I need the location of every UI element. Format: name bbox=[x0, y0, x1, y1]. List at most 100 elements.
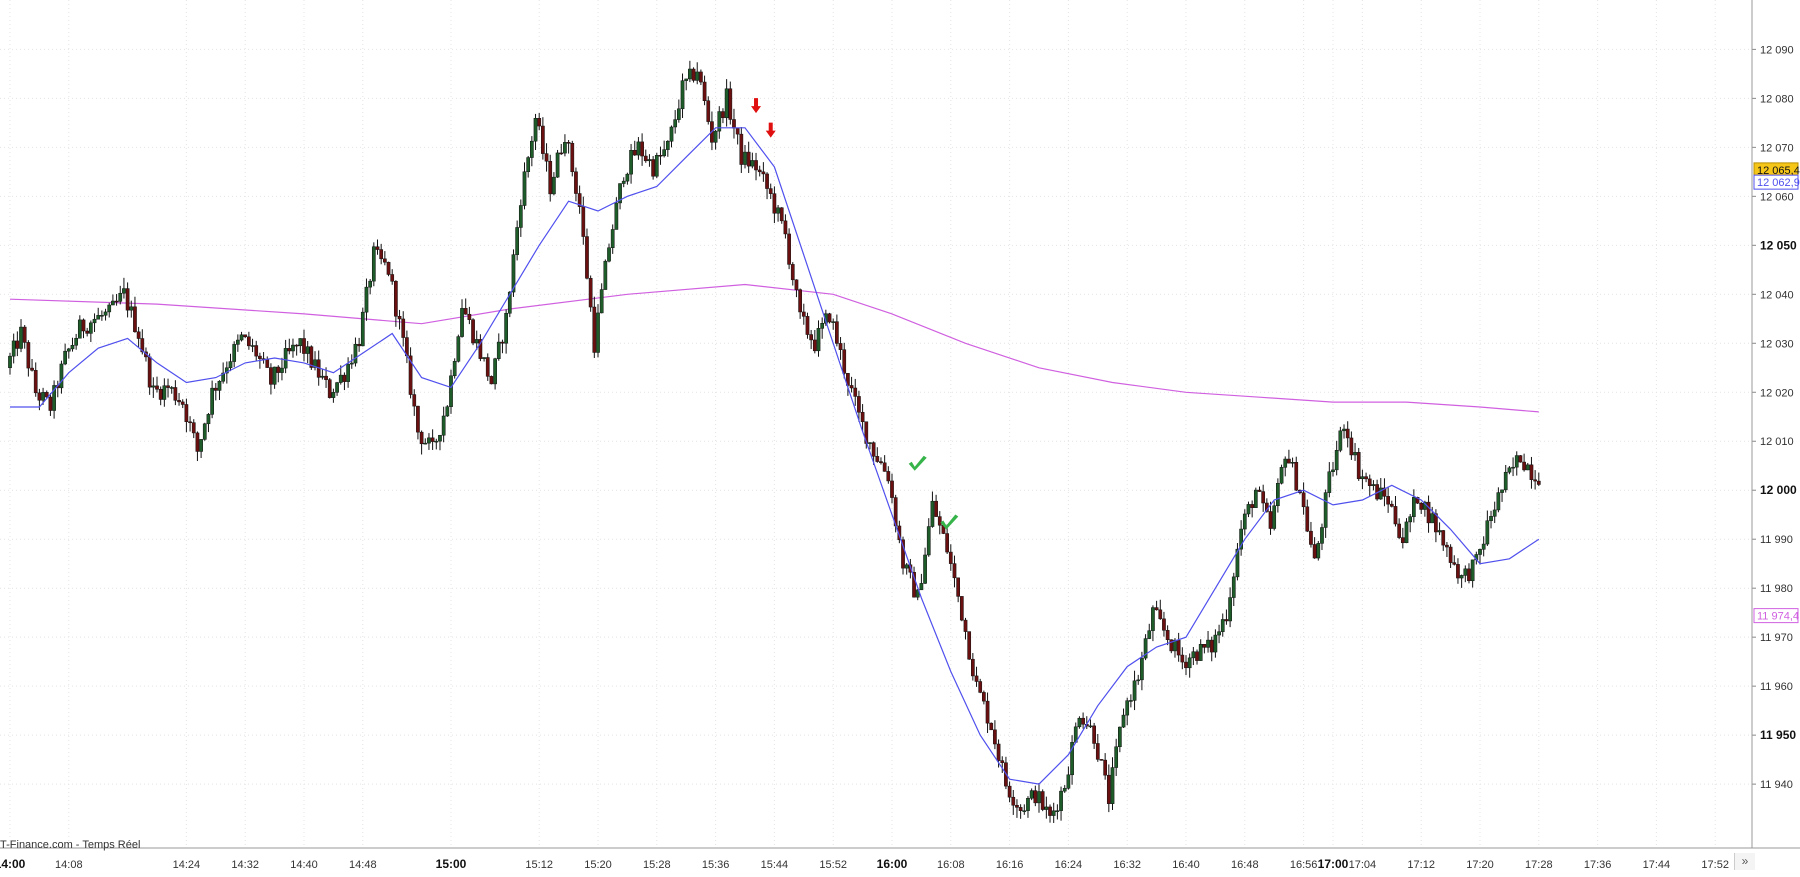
candle-body bbox=[1353, 452, 1357, 456]
candle bbox=[1400, 527, 1405, 549]
candle bbox=[1389, 500, 1394, 508]
candle-body bbox=[272, 366, 277, 385]
candle bbox=[761, 162, 766, 182]
candle bbox=[831, 318, 836, 330]
candle bbox=[180, 399, 185, 409]
candle-body bbox=[155, 385, 159, 390]
candle-body bbox=[147, 356, 152, 388]
y-tick-label: 11 950 bbox=[1760, 728, 1796, 742]
candle-body bbox=[1393, 506, 1398, 525]
candle bbox=[1029, 788, 1034, 801]
candle-body bbox=[1426, 501, 1431, 524]
candle bbox=[570, 140, 575, 177]
price-tag-box bbox=[1753, 174, 1799, 190]
candle bbox=[768, 183, 773, 199]
candle bbox=[945, 524, 949, 555]
candle-body bbox=[456, 336, 461, 362]
candle bbox=[195, 431, 200, 462]
y-tick-label: 11 970 bbox=[1760, 632, 1793, 644]
candle bbox=[640, 133, 644, 166]
candle-body bbox=[1015, 805, 1019, 808]
candle-body bbox=[357, 343, 361, 347]
candle bbox=[111, 294, 115, 306]
candle bbox=[77, 315, 82, 339]
candle bbox=[276, 365, 281, 383]
candle bbox=[1209, 636, 1214, 662]
candle bbox=[247, 331, 251, 350]
candle bbox=[1507, 466, 1512, 475]
candle bbox=[1121, 708, 1126, 728]
candle bbox=[1522, 453, 1526, 472]
price-tag-label: 11 974,4 bbox=[1757, 611, 1799, 623]
candle-body bbox=[643, 155, 648, 162]
candle bbox=[1158, 599, 1163, 620]
candle bbox=[19, 319, 23, 353]
candle bbox=[89, 320, 93, 343]
candle bbox=[1235, 543, 1240, 581]
candle bbox=[342, 372, 347, 391]
candle bbox=[1022, 804, 1027, 815]
candle bbox=[1198, 639, 1203, 661]
candle bbox=[930, 491, 935, 528]
candle bbox=[706, 96, 711, 125]
candle bbox=[1239, 520, 1243, 556]
candle-body bbox=[298, 338, 303, 347]
candle bbox=[555, 149, 560, 178]
x-tick-label: 16:48 bbox=[1231, 859, 1259, 871]
candle-body bbox=[1503, 471, 1508, 491]
candle-body bbox=[364, 286, 369, 313]
candle-body bbox=[1412, 497, 1416, 517]
candle bbox=[1305, 499, 1310, 533]
x-tick-label: 15:12 bbox=[525, 859, 553, 871]
candle bbox=[1345, 421, 1350, 448]
candle bbox=[647, 154, 652, 167]
candle-body bbox=[1044, 806, 1049, 810]
candle-body bbox=[107, 304, 112, 313]
y-tick-label: 12 090 bbox=[1760, 44, 1794, 56]
candle bbox=[48, 392, 53, 416]
candle bbox=[1342, 424, 1346, 439]
candle bbox=[599, 283, 604, 314]
candle bbox=[1257, 486, 1262, 492]
candle bbox=[665, 140, 670, 157]
candle-body bbox=[59, 363, 64, 389]
candle-body bbox=[959, 596, 964, 621]
x-tick-label: 17:12 bbox=[1407, 859, 1435, 871]
candle-body bbox=[504, 312, 508, 344]
candle bbox=[302, 329, 306, 362]
candle bbox=[1165, 625, 1170, 646]
candle-body bbox=[952, 563, 957, 579]
candle-body bbox=[1459, 575, 1464, 579]
candle-body bbox=[1184, 661, 1188, 669]
candle bbox=[886, 466, 891, 484]
candle-body bbox=[1235, 548, 1240, 578]
candle bbox=[474, 330, 479, 351]
candle bbox=[96, 307, 101, 320]
scroll-right-button[interactable]: » bbox=[1734, 853, 1755, 870]
candle-body bbox=[1007, 785, 1012, 798]
candle bbox=[327, 378, 332, 399]
candle-body bbox=[324, 375, 328, 380]
candle bbox=[15, 331, 20, 357]
y-tick-label: 12 000 bbox=[1760, 483, 1797, 497]
candle-body bbox=[1371, 484, 1376, 486]
candle bbox=[236, 334, 240, 352]
y-tick-label: 12 070 bbox=[1760, 142, 1794, 154]
candle-body bbox=[934, 500, 938, 517]
candle-body bbox=[809, 334, 813, 341]
candle-body bbox=[857, 396, 861, 413]
candle bbox=[695, 62, 700, 85]
candle bbox=[1018, 804, 1023, 819]
candle-body bbox=[1290, 462, 1295, 464]
candle bbox=[820, 317, 825, 339]
candle-body bbox=[1309, 530, 1313, 545]
x-tick-label: 16:40 bbox=[1172, 859, 1200, 871]
candle-body bbox=[1323, 492, 1328, 528]
candle-body bbox=[625, 173, 630, 182]
x-tick-label: 14:00 bbox=[0, 857, 26, 871]
y-tick-label: 11 980 bbox=[1760, 583, 1793, 595]
candle-body bbox=[423, 442, 428, 445]
candle bbox=[629, 143, 633, 184]
